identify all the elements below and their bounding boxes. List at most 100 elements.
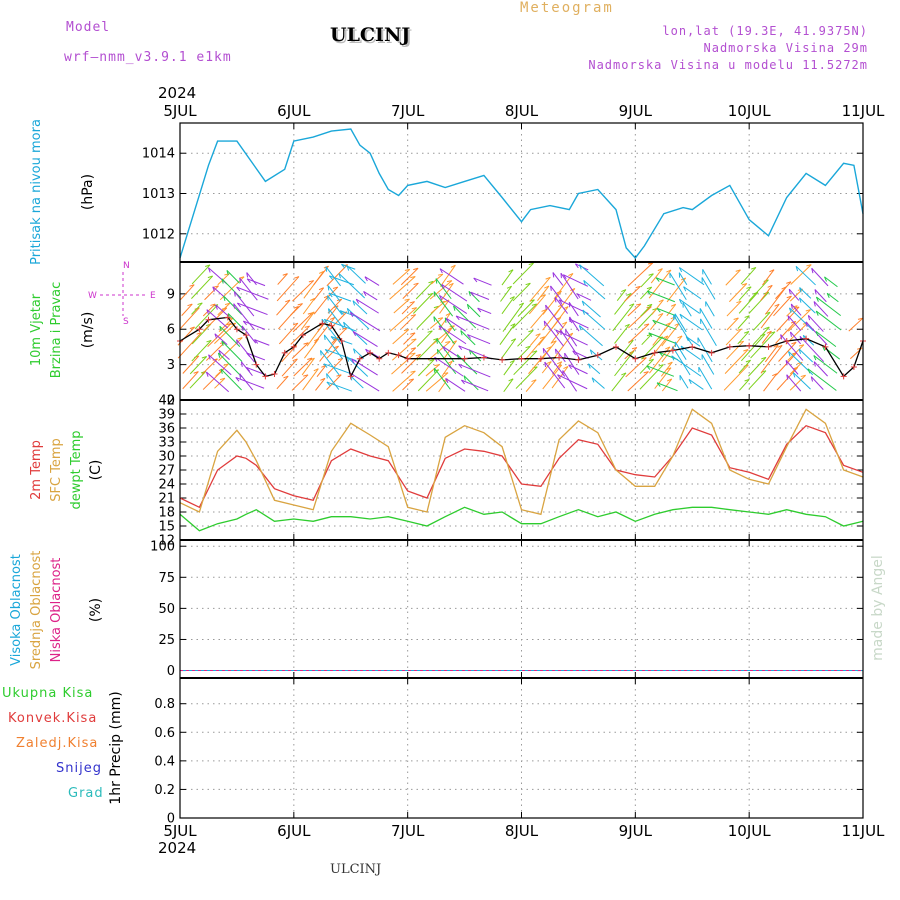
wind-arrow [545, 304, 564, 329]
wind-arrow [656, 307, 677, 317]
wind-arrow-head [327, 285, 330, 291]
wind-arrow-head [648, 358, 654, 362]
wind-arrow [748, 357, 767, 377]
wind-arrow [512, 262, 534, 285]
wind-arrow-head [646, 333, 652, 337]
pressure-line [179, 128, 864, 260]
wind-arrow-head [743, 349, 749, 352]
wind-arrow [726, 317, 739, 331]
wind-arrow [207, 323, 232, 348]
wind-arrow [425, 364, 440, 377]
wind-arrow [628, 306, 652, 329]
wind-arrow [737, 315, 750, 329]
wind-arrow [778, 341, 797, 362]
wind-arrow-head [563, 366, 569, 370]
wind-arrow-head [224, 302, 230, 306]
wind-arrow [705, 301, 715, 317]
wind-arrow-head [282, 273, 288, 276]
wind-arrow-head [197, 302, 203, 305]
wind-arrow [331, 327, 348, 344]
wind-arrow [640, 273, 654, 288]
station-title: ULCINJ [330, 24, 411, 46]
wind-arrow [588, 363, 601, 375]
wind-arrow [402, 282, 419, 299]
wind-arrow [624, 347, 638, 360]
wind-arrow-head [304, 325, 310, 328]
wind-arrow-head [546, 361, 552, 365]
wind-arrow-head [542, 348, 545, 354]
wind-arrow-head [206, 309, 210, 315]
wind-arrow [679, 298, 700, 314]
wind-arrow [615, 339, 634, 363]
wind-arrow-head [477, 307, 482, 313]
wind-arrow-head [814, 289, 817, 295]
wind-arrow-head [551, 340, 557, 344]
wind-arrow-head [212, 286, 215, 292]
wind-arrow-head [205, 264, 211, 267]
wind-arrow-head [658, 364, 664, 367]
wind-arrow [236, 286, 269, 300]
lonlat-text: lon,lat (19.3E, 41.9375N) [662, 24, 868, 38]
x-tick-label-bottom: 8JUL [505, 822, 539, 840]
wind-axis-name-2: Brzina i Pravac [49, 282, 64, 379]
wind-arrow-head [541, 309, 547, 312]
wind-arrow [276, 299, 291, 316]
wind-arrow [291, 374, 309, 391]
wind-arrow [568, 364, 588, 375]
wind-arrow-head [297, 303, 303, 306]
wind-arrow [401, 314, 417, 330]
wind-arrow-head [242, 320, 247, 326]
wind-arrow-head [648, 273, 654, 276]
wind-arrow [352, 331, 378, 347]
wind-arrow [463, 375, 479, 391]
wind-arrow-head [326, 381, 331, 387]
wind-arrow [433, 291, 454, 317]
wind-arrow [789, 307, 814, 332]
wind-arrow [789, 362, 803, 375]
wind-arrow [790, 264, 812, 285]
wind-speed-marker [347, 373, 354, 380]
compass-rose [100, 272, 146, 316]
x-tick-label-top: 11JUL [842, 102, 885, 120]
wind-arrow [206, 371, 230, 393]
wind-arrow [647, 290, 676, 303]
cloud-mid-axis-name: Srednja Oblacnost [29, 551, 44, 670]
wind-arrow [460, 330, 476, 346]
wind-arrow-head [413, 282, 419, 286]
wind-arrow-head [528, 329, 534, 333]
wind-arrow [327, 295, 343, 316]
wind-arrow-head [444, 299, 450, 303]
wind-arrow-head [510, 323, 516, 327]
wind-arrow-head [363, 291, 367, 297]
wind-arrow [438, 325, 467, 345]
wind-arrow [461, 379, 489, 392]
sfc-temp-axis-name: SFC Temp [49, 438, 64, 502]
wind-arrow-head [328, 308, 330, 314]
wind-arrow [798, 348, 814, 363]
wind-arrow-head [292, 322, 299, 326]
wind-arrow [776, 306, 800, 332]
y-tick-label: 1012 [142, 227, 175, 242]
wind-arrow [517, 299, 535, 317]
wind-arrow-head [510, 338, 516, 342]
wind-arrow [501, 269, 514, 286]
wind-arrow-head [439, 268, 443, 274]
wind-arrow-head [531, 303, 537, 306]
wind-arrow [726, 300, 742, 317]
wind-arrow [201, 358, 218, 375]
wind-arrow-head [355, 298, 360, 304]
wind-arrow [338, 273, 366, 299]
sfc-temp-line [179, 408, 864, 516]
y-tick-label: 36 [158, 422, 175, 437]
wind-arrow [724, 349, 749, 374]
wind-arrow [429, 317, 444, 329]
wind-arrow [502, 302, 525, 332]
wind-arrow [815, 331, 837, 348]
wind-arrow-head [685, 336, 689, 342]
wind-arrow-head [544, 285, 550, 289]
wind-arrow [392, 329, 410, 345]
wind-arrow-head [318, 287, 324, 291]
wind-arrow-head [336, 374, 342, 377]
wind-arrow [349, 375, 364, 389]
wind-arrow [301, 311, 315, 330]
